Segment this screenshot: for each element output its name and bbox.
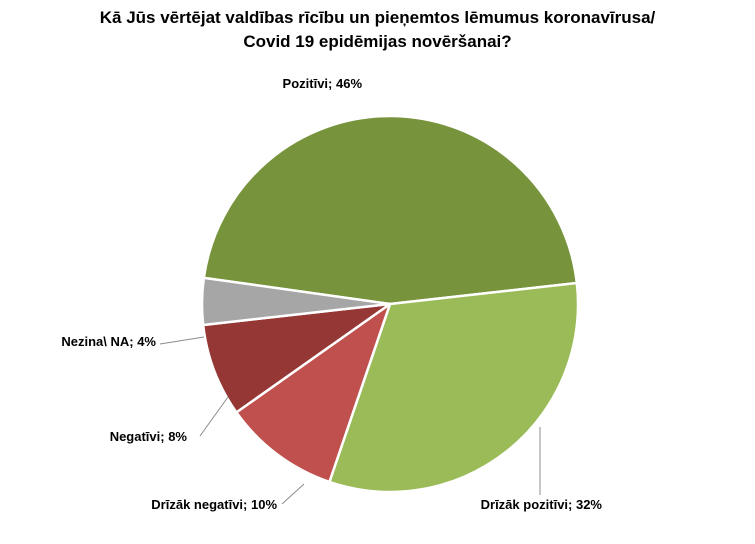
data-label-3: Drīzāk negatīvi; 10% (151, 497, 277, 512)
leader-line-5 (159, 336, 205, 345)
pie-slice-1 (202, 114, 579, 306)
pie-slice-5 (200, 276, 392, 327)
leader-line-4 (199, 396, 229, 437)
data-label-5: Nezina\ NA; 4% (61, 334, 156, 349)
chart-title-line-2: Covid 19 epidēmijas novēršanai? (243, 32, 512, 51)
chart-title-line-1: Kā Jūs vērtējat valdības rīcību un pieņe… (99, 8, 656, 27)
data-label-2: Drīzāk pozitīvi; 32% (481, 497, 603, 512)
pie-slice-3 (235, 302, 392, 484)
chart-title: Kā Jūs vērtējat valdības rīcību un pieņe… (0, 6, 755, 54)
pie-slice-2 (328, 281, 580, 494)
pie-slice-4 (201, 302, 392, 414)
data-label-4: Negatīvi; 8% (110, 429, 188, 444)
leader-line-3 (281, 483, 305, 505)
data-label-1: Pozitīvi; 46% (283, 76, 363, 91)
